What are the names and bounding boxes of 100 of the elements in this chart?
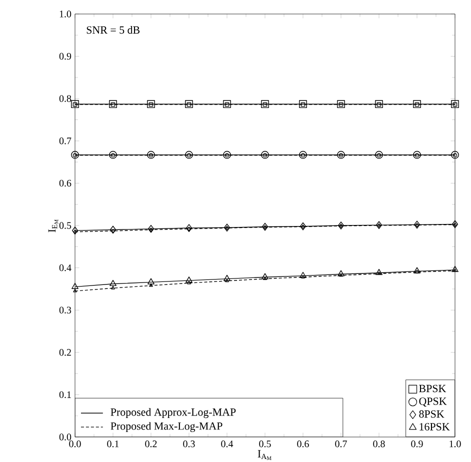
point: [452, 266, 458, 272]
y-tick-label: 0.5: [59, 222, 72, 229]
x-tick-label: 0.3: [183, 440, 195, 448]
legend-label: 8PSK: [419, 410, 444, 418]
x-tick-label: 0.7: [335, 440, 347, 448]
point: [111, 286, 115, 290]
point: [110, 280, 116, 286]
point: [375, 150, 383, 159]
point: [338, 222, 344, 230]
point: [71, 100, 79, 108]
point: [148, 102, 154, 107]
y-tick-label: 0.4: [59, 264, 72, 272]
x-tick-label: 0.9: [411, 440, 423, 448]
point: [225, 226, 229, 230]
point: [263, 225, 267, 230]
point: [301, 224, 305, 229]
point: [111, 228, 115, 234]
point: [339, 224, 343, 228]
point: [377, 223, 381, 228]
point: [338, 102, 344, 107]
point: [147, 100, 155, 108]
y-tick-label: 0.1: [59, 391, 71, 398]
x-tick-label: 0.2: [145, 440, 157, 448]
point: [413, 150, 421, 159]
point: [109, 150, 117, 159]
point: [376, 268, 382, 276]
y-tick-label: 0.7: [59, 138, 72, 144]
point: [185, 150, 193, 159]
point: [339, 273, 343, 277]
point: [262, 222, 268, 231]
x-tick-label: 1.0: [450, 440, 461, 448]
point: [224, 224, 230, 232]
point: [414, 267, 420, 274]
point: [186, 224, 192, 232]
point: [185, 100, 193, 108]
point: [110, 226, 116, 234]
point: [72, 282, 78, 289]
point: [338, 270, 344, 276]
y-tick-label: 0.3: [59, 306, 72, 314]
annotation: Proposed Max-Log-MAP: [110, 422, 222, 432]
point: [452, 102, 458, 107]
point: [110, 102, 116, 107]
point: [72, 102, 78, 107]
point: [187, 280, 191, 284]
point: [375, 100, 383, 108]
point: [261, 150, 269, 159]
point: [415, 222, 419, 228]
point: [187, 226, 191, 232]
point: [109, 100, 117, 108]
point: [186, 276, 192, 283]
y-tick-label: 0.8: [59, 95, 72, 102]
x-tick-label: 0.1: [107, 440, 119, 448]
point: [415, 270, 419, 274]
point: [452, 220, 458, 228]
legend-label: BPSK: [419, 384, 446, 392]
point: [223, 150, 231, 159]
annotation: Proposed Approx-Log-MAP: [110, 408, 236, 418]
point: [224, 102, 230, 107]
point: [337, 150, 345, 159]
point: [149, 283, 153, 287]
x-tick-label: 0.6: [297, 440, 309, 448]
point: [148, 278, 154, 284]
point: [149, 228, 153, 232]
annotation: SNR = 5 dB: [86, 26, 140, 34]
point: [147, 150, 155, 159]
y-tick-label: 0.0: [59, 434, 72, 440]
point: [337, 100, 345, 108]
point: [225, 278, 229, 282]
x-tick-label: 0.5: [259, 440, 271, 448]
point: [300, 102, 306, 107]
point: [262, 273, 268, 280]
y-axis-title: $\mathrm{I}_{\mathrm{E}_\mathrm{M}}$: [48, 220, 58, 232]
point: [72, 226, 78, 235]
point: [223, 100, 231, 108]
x-tick-label: 0.8: [373, 440, 385, 448]
point: [451, 100, 459, 108]
x-axis-title: $\mathrm{I}_{\mathrm{A}_\mathrm{M}}$: [258, 450, 272, 460]
point: [71, 150, 79, 159]
legend-label: QPSK: [419, 398, 447, 407]
point: [414, 220, 420, 229]
y-tick-label: 0.9: [59, 52, 72, 60]
x-tick-label: 0.0: [69, 440, 81, 448]
y-tick-label: 0.6: [59, 180, 72, 187]
point: [263, 276, 267, 280]
point: [262, 102, 268, 107]
point: [414, 102, 420, 107]
point: [376, 221, 382, 230]
point: [224, 274, 230, 281]
point: [148, 224, 154, 233]
point: [300, 272, 306, 278]
point: [376, 102, 382, 107]
legend-label: 16PSK: [420, 423, 450, 430]
point: [261, 100, 269, 108]
point: [413, 100, 421, 108]
point: [299, 100, 307, 108]
point: [300, 222, 306, 230]
point: [451, 150, 459, 159]
y-tick-label: 1.0: [60, 10, 72, 18]
point: [186, 102, 192, 107]
y-tick-label: 0.2: [59, 349, 71, 356]
